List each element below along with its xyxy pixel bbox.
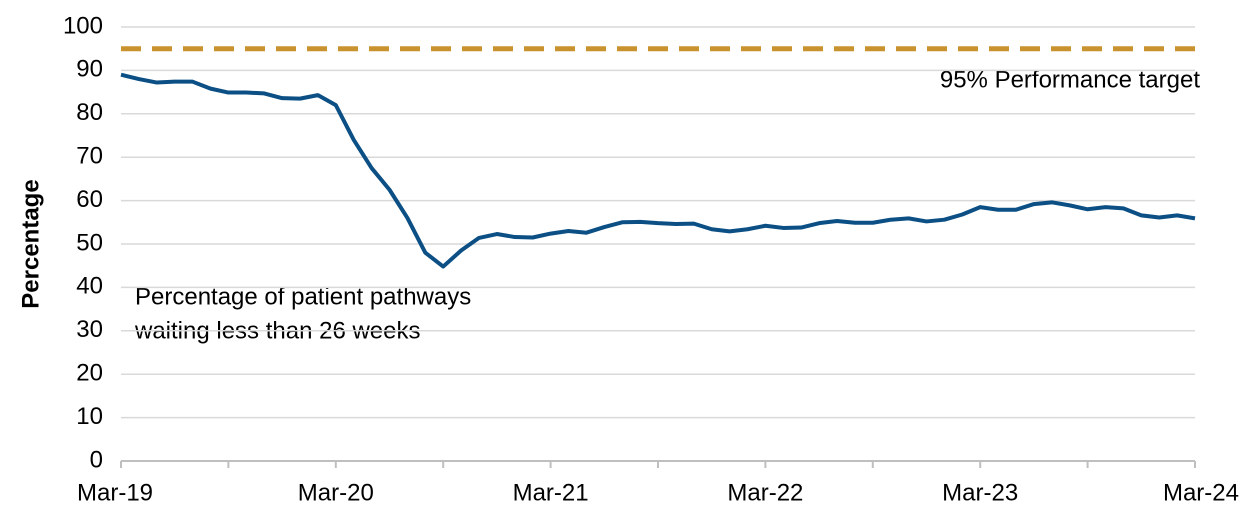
- x-tick-label: Mar-19: [77, 479, 153, 506]
- y-tick-label: 50: [76, 229, 103, 256]
- x-tick-label: Mar-24: [1163, 479, 1239, 506]
- x-tick-label: Mar-21: [513, 479, 589, 506]
- y-tick-label: 10: [76, 403, 103, 430]
- y-tick-label: 80: [76, 99, 103, 126]
- x-tick-label: Mar-20: [298, 479, 374, 506]
- y-tick-label: 20: [76, 360, 103, 387]
- y-tick-label: 60: [76, 186, 103, 213]
- y-tick-label: 30: [76, 316, 103, 343]
- y-tick-label: 100: [63, 12, 103, 39]
- x-tick-label: Mar-22: [727, 479, 803, 506]
- x-tick-label: Mar-23: [942, 479, 1018, 506]
- y-axis-label: Percentage: [17, 179, 44, 308]
- y-tick-label: 90: [76, 56, 103, 83]
- y-tick-label: 40: [76, 273, 103, 300]
- series-line: [120, 72, 1196, 269]
- y-tick-label: 0: [90, 446, 103, 473]
- y-tick-label: 70: [76, 143, 103, 170]
